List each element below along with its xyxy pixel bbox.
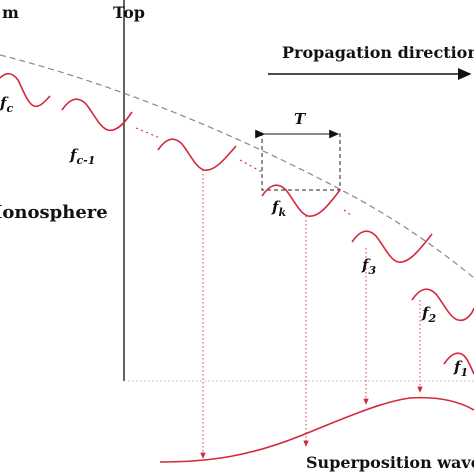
wave-label-f3: f3	[361, 256, 376, 277]
period-label: T	[294, 110, 307, 128]
wave-label-f1: f1	[453, 358, 468, 379]
wave-label-f2: f2	[421, 304, 436, 325]
wave-fc	[0, 72, 51, 108]
wave-gap-3	[343, 209, 353, 217]
envelope-curve	[0, 54, 474, 279]
ionosphere-label: Ionosphere	[0, 202, 108, 223]
wave-f1	[443, 352, 474, 375]
wave-label-fc-1: fc-1	[69, 146, 95, 167]
wave-gap-2	[239, 159, 263, 173]
top-label: Top	[113, 3, 145, 22]
superposition-wave	[159, 396, 474, 463]
wave-fc-1	[61, 98, 133, 132]
wave-label-fk: fk	[271, 198, 286, 219]
wave-label-fc: fc	[0, 94, 13, 115]
bottom-label: m	[2, 3, 19, 22]
wave-fk	[261, 184, 341, 217]
wave-f3	[351, 230, 433, 263]
period-box	[261, 133, 341, 191]
superposition-label: Superposition wavef	[306, 453, 474, 472]
wave-gap-1	[135, 127, 161, 139]
wave-f2	[411, 288, 474, 322]
propagation-label: Propagation direction	[282, 43, 474, 62]
wave-middle	[157, 138, 237, 171]
